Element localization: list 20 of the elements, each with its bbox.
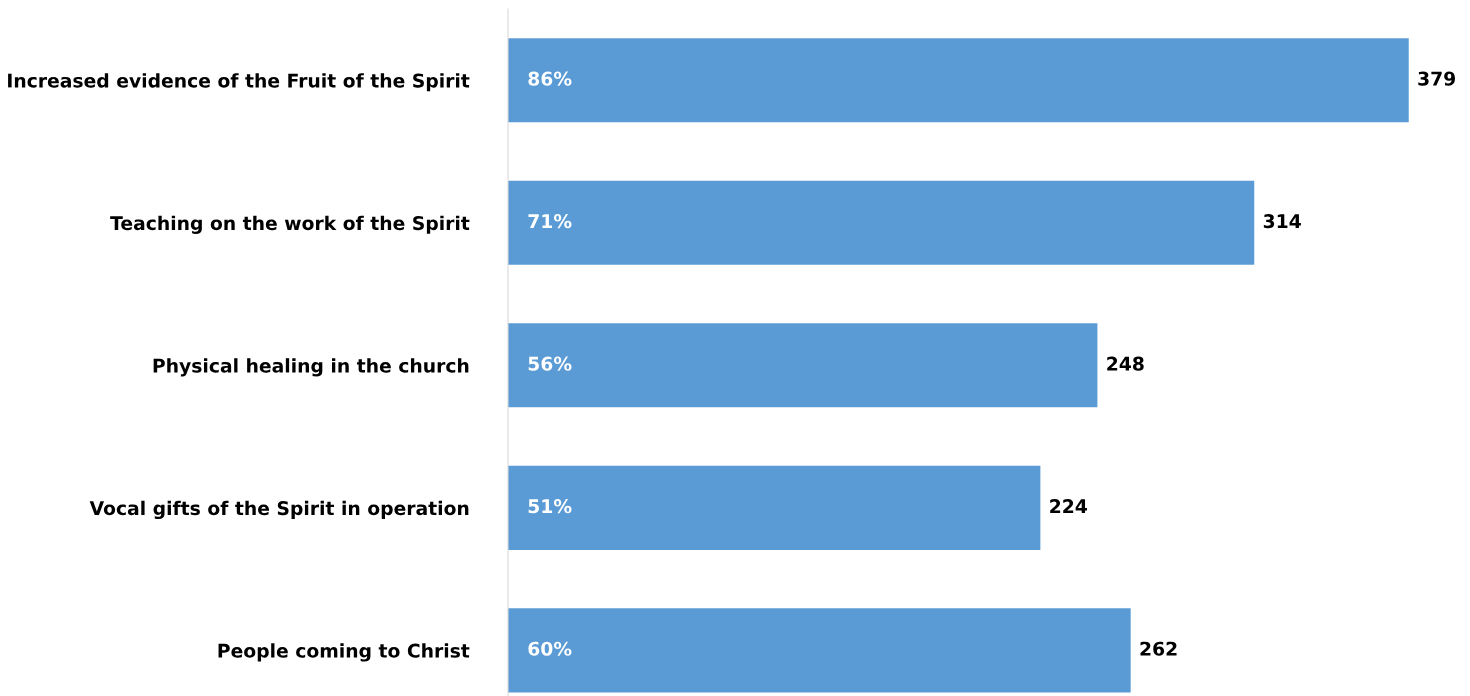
annotation: 86% xyxy=(528,71,572,86)
bar xyxy=(508,38,1409,123)
annotation: 71% xyxy=(528,214,572,229)
bar xyxy=(508,608,1131,693)
data-label: 248 xyxy=(1107,356,1144,371)
data-label: 314 xyxy=(1263,214,1301,229)
bar xyxy=(508,180,1255,265)
y-tick-label: Vocal gifts of the Spirit in operation xyxy=(89,500,469,520)
data-label: 262 xyxy=(1140,641,1177,656)
y-tick-label: People coming to Christ xyxy=(218,643,470,662)
annotation: 56% xyxy=(528,356,572,371)
bar xyxy=(508,323,1098,408)
data-label: 224 xyxy=(1050,499,1087,514)
annotation: 51% xyxy=(528,499,572,514)
bar xyxy=(508,465,1041,550)
y-tick-label: Increased evidence of the Fruit of the Spirit xyxy=(8,73,470,92)
data-label: 379 xyxy=(1418,71,1456,86)
annotation: 60% xyxy=(528,641,572,656)
y-tick-label: Teaching on the work of the Spirit xyxy=(110,215,470,234)
y-tick-label: Physical healing in the church xyxy=(153,358,469,377)
